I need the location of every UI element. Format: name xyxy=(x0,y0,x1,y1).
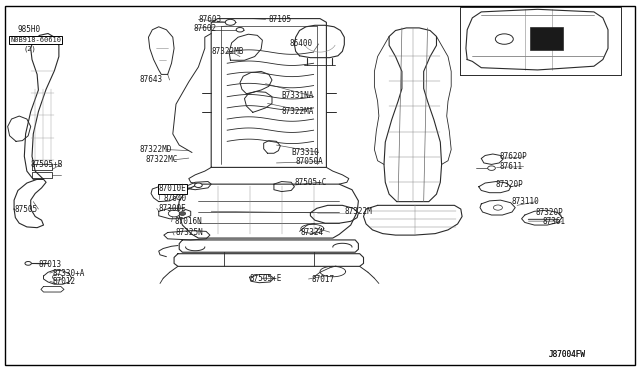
Text: 87322M: 87322M xyxy=(344,207,372,216)
Text: 87324: 87324 xyxy=(301,228,324,237)
Text: 87322MA: 87322MA xyxy=(282,107,314,116)
Circle shape xyxy=(225,19,236,25)
Text: 87640: 87640 xyxy=(163,194,186,203)
Text: 87361: 87361 xyxy=(543,217,566,226)
Text: (2): (2) xyxy=(23,45,36,52)
Text: 87505: 87505 xyxy=(14,205,37,214)
Circle shape xyxy=(168,210,180,217)
Text: 985H0: 985H0 xyxy=(18,25,41,34)
Circle shape xyxy=(195,183,202,187)
Text: B73310: B73310 xyxy=(291,148,319,157)
Text: 87010E: 87010E xyxy=(159,185,186,193)
Text: 87322MB: 87322MB xyxy=(211,47,244,56)
Text: 87643: 87643 xyxy=(140,76,163,84)
Text: 87505+E: 87505+E xyxy=(250,274,282,283)
Text: B7331NA: B7331NA xyxy=(282,91,314,100)
Text: J87004FW: J87004FW xyxy=(549,350,586,359)
Text: 873110: 873110 xyxy=(512,197,540,206)
Text: 87602: 87602 xyxy=(193,24,216,33)
Text: 86400: 86400 xyxy=(289,39,312,48)
Text: 87105: 87105 xyxy=(269,15,292,24)
Text: 87300E: 87300E xyxy=(159,204,186,213)
Text: B7012: B7012 xyxy=(52,277,76,286)
Text: 87505+C: 87505+C xyxy=(294,178,327,187)
Text: 87505+B: 87505+B xyxy=(31,160,63,169)
Text: 87330+A: 87330+A xyxy=(52,269,85,278)
Text: 87322MD: 87322MD xyxy=(140,145,172,154)
Text: 87325N: 87325N xyxy=(176,228,204,237)
Text: 87320P: 87320P xyxy=(535,208,563,217)
Text: J87004FW: J87004FW xyxy=(549,350,586,359)
Circle shape xyxy=(52,274,63,280)
Text: 87620P: 87620P xyxy=(499,153,527,161)
Text: 87016N: 87016N xyxy=(174,217,202,226)
Bar xyxy=(530,27,563,50)
Text: 87322MC: 87322MC xyxy=(146,155,179,164)
Text: 87603: 87603 xyxy=(198,15,221,24)
Circle shape xyxy=(236,28,244,32)
Circle shape xyxy=(493,205,502,210)
Circle shape xyxy=(179,212,186,215)
Text: 87013: 87013 xyxy=(38,260,61,269)
Text: 87320P: 87320P xyxy=(496,180,524,189)
Circle shape xyxy=(488,166,495,170)
Text: 87050A: 87050A xyxy=(296,157,323,166)
Text: 87017: 87017 xyxy=(311,275,334,283)
Circle shape xyxy=(25,262,31,265)
Text: N0B918-60610: N0B918-60610 xyxy=(10,37,61,43)
Text: 87611: 87611 xyxy=(499,162,522,171)
